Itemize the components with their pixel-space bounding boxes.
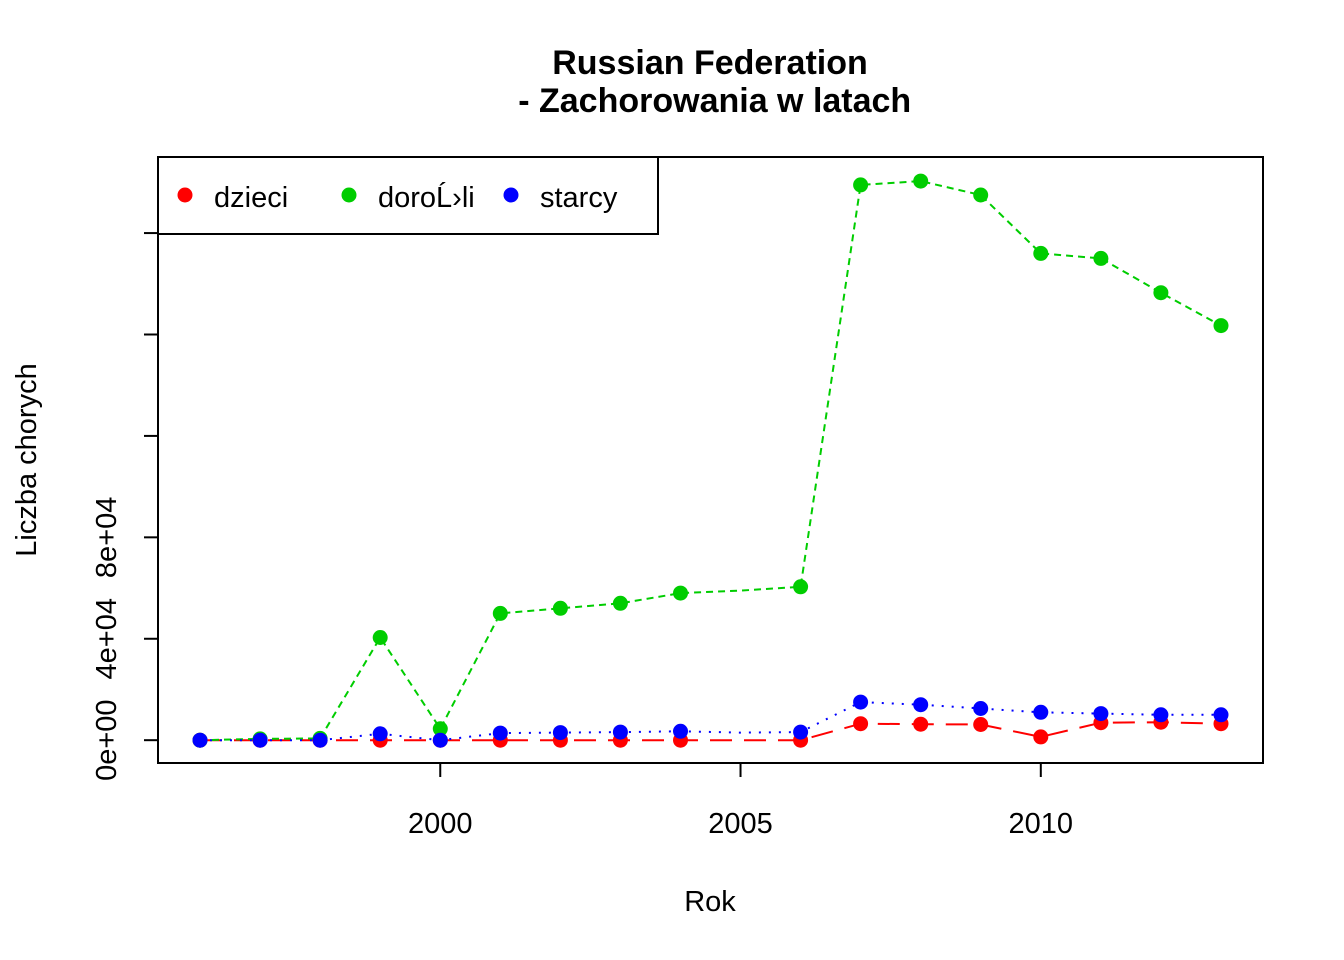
series-point-1 (913, 716, 929, 732)
series-point-2 (432, 721, 448, 737)
series-point-3 (853, 694, 869, 710)
legend-box (157, 156, 659, 235)
y-tick-label: 8e+04 (91, 497, 123, 578)
series-point-2 (853, 177, 869, 193)
series-point-2 (552, 600, 568, 616)
series-point-1 (1033, 729, 1049, 745)
plot-area (157, 156, 1264, 764)
series-point-3 (1153, 707, 1169, 723)
x-axis-label: Rok (684, 886, 736, 918)
series-point-2 (793, 579, 809, 595)
x-tick-label: 2005 (708, 808, 773, 840)
series-point-2 (492, 605, 508, 621)
y-tick-label: 4e+04 (91, 598, 123, 679)
series-point-2 (1213, 318, 1229, 334)
series-line-2 (199, 180, 1222, 742)
series-point-3 (372, 726, 388, 742)
series-point-3 (973, 701, 989, 716)
series-point-3 (1093, 706, 1109, 722)
legend-label: dzieci (214, 182, 288, 214)
y-tick-label: 0e+00 (91, 699, 123, 780)
series-point-3 (612, 724, 628, 740)
series-point-3 (673, 723, 688, 739)
y-axis: 0e+00 4e+04 8e+04 (91, 232, 158, 781)
y-axis-label: Liczba chorych (11, 363, 43, 556)
series-line-1 (200, 721, 1222, 742)
series-point-2 (913, 173, 929, 189)
legend-label: doroĹ›li (378, 181, 475, 214)
series-point-3 (252, 732, 268, 748)
series-point-2 (1033, 245, 1049, 261)
chart-title-line-2: - Zachorowania w latach (509, 82, 911, 120)
legend-marker (341, 187, 357, 203)
series-point-3 (492, 725, 508, 741)
series-point-2 (973, 187, 989, 203)
series-point-2 (1153, 285, 1169, 301)
plot-frame (157, 156, 1264, 764)
legend-marker (503, 187, 519, 203)
series-point-3 (192, 732, 208, 748)
series-point-3 (312, 732, 328, 748)
x-tick-label: 2010 (1009, 808, 1074, 840)
series-point-1 (973, 717, 989, 732)
legend-marker (177, 187, 193, 203)
series-point-2 (673, 585, 688, 601)
series-point-3 (793, 724, 809, 740)
series-point-3 (432, 732, 448, 748)
chart-title-line-1: Russian Federation (552, 44, 868, 82)
legend-label: starcy (540, 182, 618, 214)
series-point-3 (552, 725, 568, 741)
series-point-2 (372, 630, 388, 645)
series-point-2 (1093, 250, 1109, 266)
x-axis: 2000 2005 2010 (408, 763, 1073, 840)
series-point-3 (1213, 707, 1229, 723)
series-point-3 (913, 697, 929, 713)
x-tick-label: 2000 (408, 808, 473, 840)
legend: dzieci doroĹ›li starcy (157, 156, 659, 235)
series-point-2 (612, 595, 628, 611)
series-point-1 (853, 716, 869, 732)
series-layer (192, 173, 1229, 748)
series-point-3 (1033, 704, 1049, 720)
series-line-3 (200, 701, 1221, 742)
